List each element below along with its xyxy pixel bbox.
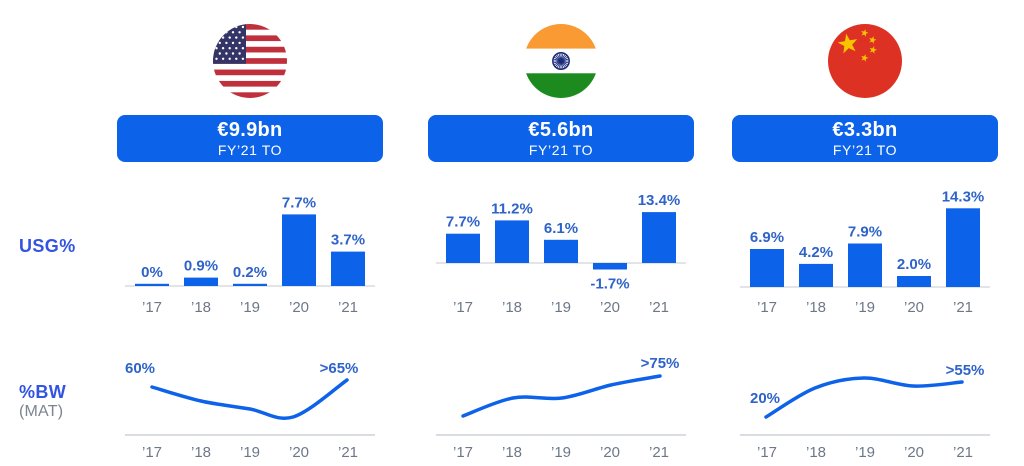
us-flag-icon	[213, 24, 287, 98]
country-column-china: €3.3bn FY’21 TO 6.9% ’17 4.2% ’18 7.9% ’19 2.0…	[732, 0, 998, 466]
svg-text:’21: ’21	[953, 444, 973, 461]
svg-text:0%: 0%	[141, 264, 163, 281]
svg-text:’17: ’17	[757, 444, 777, 461]
bw-row-label-sub: (MAT)	[19, 402, 64, 420]
usg-row-label: USG%	[19, 236, 76, 256]
svg-text:’20: ’20	[904, 299, 924, 316]
svg-text:’20: ’20	[600, 299, 620, 316]
china-flag-icon	[828, 24, 902, 98]
china-turnover-badge: €3.3bn FY’21 TO	[732, 115, 998, 162]
country-column-india: €5.6bn FY’21 TO 7.7% ’17 11.2% ’18 6.1% ’19 -1…	[428, 0, 694, 466]
india-usg-bar-chart: 7.7% ’17 11.2% ’18 6.1% ’19 -1.7% ’20 13.4% ’21	[436, 192, 686, 316]
svg-text:’17: ’17	[142, 444, 162, 461]
svg-text:’18: ’18	[502, 444, 522, 461]
svg-text:’17: ’17	[453, 299, 473, 316]
india-turnover-caption: FY’21 TO	[528, 141, 594, 158]
svg-text:’19: ’19	[240, 299, 260, 316]
bw-row-label-main: %BW	[19, 382, 67, 402]
svg-text:-1.7%: -1.7%	[590, 276, 629, 293]
svg-text:2.0%: 2.0%	[897, 256, 931, 273]
svg-text:>65%: >65%	[320, 360, 359, 377]
svg-text:’18: ’18	[191, 444, 211, 461]
china-turnover-value: €3.3bn	[832, 118, 898, 141]
svg-text:’19: ’19	[240, 444, 260, 461]
svg-text:11.2%: 11.2%	[491, 200, 533, 217]
svg-text:’18: ’18	[806, 299, 826, 316]
svg-text:60%: 60%	[125, 360, 155, 377]
china-turnover-caption: FY’21 TO	[832, 141, 898, 158]
svg-text:’20: ’20	[289, 299, 309, 316]
svg-text:’19: ’19	[551, 299, 571, 316]
bw-row-label: %BW (MAT)	[19, 382, 66, 421]
svg-text:’20: ’20	[289, 444, 309, 461]
svg-text:’18: ’18	[191, 299, 211, 316]
svg-text:’21: ’21	[338, 299, 358, 316]
us-turnover-badge: €9.9bn FY’21 TO	[117, 115, 383, 162]
svg-text:6.9%: 6.9%	[750, 229, 784, 246]
country-column-us: €9.9bn FY’21 TO 0% ’17 0.9% ’18 0.2% ’19 7.7% ’…	[117, 0, 383, 466]
india-turnover-value: €5.6bn	[528, 118, 594, 141]
svg-text:’18: ’18	[806, 444, 826, 461]
svg-text:7.7%: 7.7%	[282, 194, 316, 211]
svg-text:7.7%: 7.7%	[446, 214, 480, 231]
svg-text:’17: ’17	[142, 299, 162, 316]
us-usg-bar-chart: 0% ’17 0.9% ’18 0.2% ’19 7.7% ’20 3.7% ’21	[125, 194, 375, 316]
svg-text:0.2%: 0.2%	[233, 264, 267, 281]
svg-text:’17: ’17	[757, 299, 777, 316]
svg-text:20%: 20%	[750, 390, 780, 407]
india-bw-line-chart: >75% ’17 ’18 ’19 ’20 ’21	[436, 355, 686, 461]
svg-text:6.1%: 6.1%	[544, 220, 578, 237]
svg-text:>75%: >75%	[641, 355, 680, 372]
china-bw-line-chart: 20% >55% ’17 ’18 ’19 ’20 ’21	[740, 362, 990, 461]
us-turnover-caption: FY’21 TO	[217, 141, 283, 158]
svg-text:’20: ’20	[904, 444, 924, 461]
svg-text:14.3%: 14.3%	[942, 188, 985, 205]
svg-text:0.9%: 0.9%	[184, 258, 218, 275]
svg-text:’21: ’21	[649, 444, 669, 461]
india-turnover-badge: €5.6bn FY’21 TO	[428, 115, 694, 162]
svg-text:3.7%: 3.7%	[331, 232, 365, 249]
svg-text:’19: ’19	[855, 299, 875, 316]
svg-text:7.9%: 7.9%	[848, 224, 882, 241]
svg-text:’21: ’21	[338, 444, 358, 461]
us-turnover-value: €9.9bn	[217, 118, 283, 141]
india-flag-icon	[524, 24, 598, 98]
us-bw-line-chart: 60% >65% ’17 ’18 ’19 ’20 ’21	[125, 360, 375, 461]
svg-text:’19: ’19	[855, 444, 875, 461]
svg-text:’21: ’21	[649, 299, 669, 316]
svg-text:’20: ’20	[600, 444, 620, 461]
svg-text:’17: ’17	[453, 444, 473, 461]
svg-text:’18: ’18	[502, 299, 522, 316]
svg-text:13.4%: 13.4%	[638, 192, 681, 209]
svg-text:’19: ’19	[551, 444, 571, 461]
svg-text:4.2%: 4.2%	[799, 244, 833, 261]
china-usg-bar-chart: 6.9% ’17 4.2% ’18 7.9% ’19 2.0% ’20 14.3% ’21	[740, 188, 990, 316]
svg-text:’21: ’21	[953, 299, 973, 316]
svg-text:>55%: >55%	[946, 362, 985, 379]
